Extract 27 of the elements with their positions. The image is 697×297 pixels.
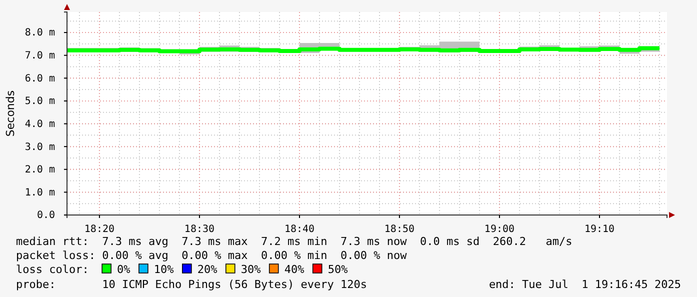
y-tick-label: 1.0 m	[24, 187, 55, 198]
text: 20%	[197, 263, 218, 276]
x-tick-label: 18:40	[284, 224, 315, 235]
text: loss color:	[16, 263, 89, 276]
y-tick-label: 6.0 m	[24, 73, 55, 84]
y-tick-label: 4.0 m	[24, 118, 55, 130]
y-tick-label: 0.0	[36, 210, 55, 222]
text: 50%	[328, 263, 348, 276]
text: end: Tue Jul 1 19:16:45 2025	[488, 278, 681, 291]
y-tick-label: 8.0 m	[24, 28, 55, 39]
x-tick-label: 18:30	[184, 224, 215, 235]
text: 10%	[154, 263, 174, 276]
y-axis-title: Seconds	[4, 90, 17, 137]
x-tick-label: 19:10	[584, 224, 615, 235]
text: probe: 10 ICMP Echo Pings (56 Bytes) every 120s	[16, 278, 367, 291]
text: median rtt: 7.3 ms avg 7.3 ms max 7.2 ms min 7.3 ms now 0.0 ms sd 260.2 am/s	[16, 235, 572, 248]
x-tick-label: 18:20	[84, 224, 115, 235]
y-tick-label: 2.0 m	[24, 164, 55, 176]
text: 40%	[284, 263, 305, 276]
y-tick-label: 7.0 m	[24, 50, 55, 62]
y-tick-label: 3.0 m	[24, 142, 55, 153]
text: 0%	[117, 263, 131, 276]
x-tick-label: 19:00	[484, 224, 515, 235]
x-tick-label: 18:50	[384, 224, 415, 235]
y-tick-label: 5.0 m	[24, 96, 55, 108]
text: packet loss: 0.00 % avg 0.00 % max 0.00 % min 0.00 % now	[16, 249, 408, 262]
text: 30%	[240, 263, 262, 276]
